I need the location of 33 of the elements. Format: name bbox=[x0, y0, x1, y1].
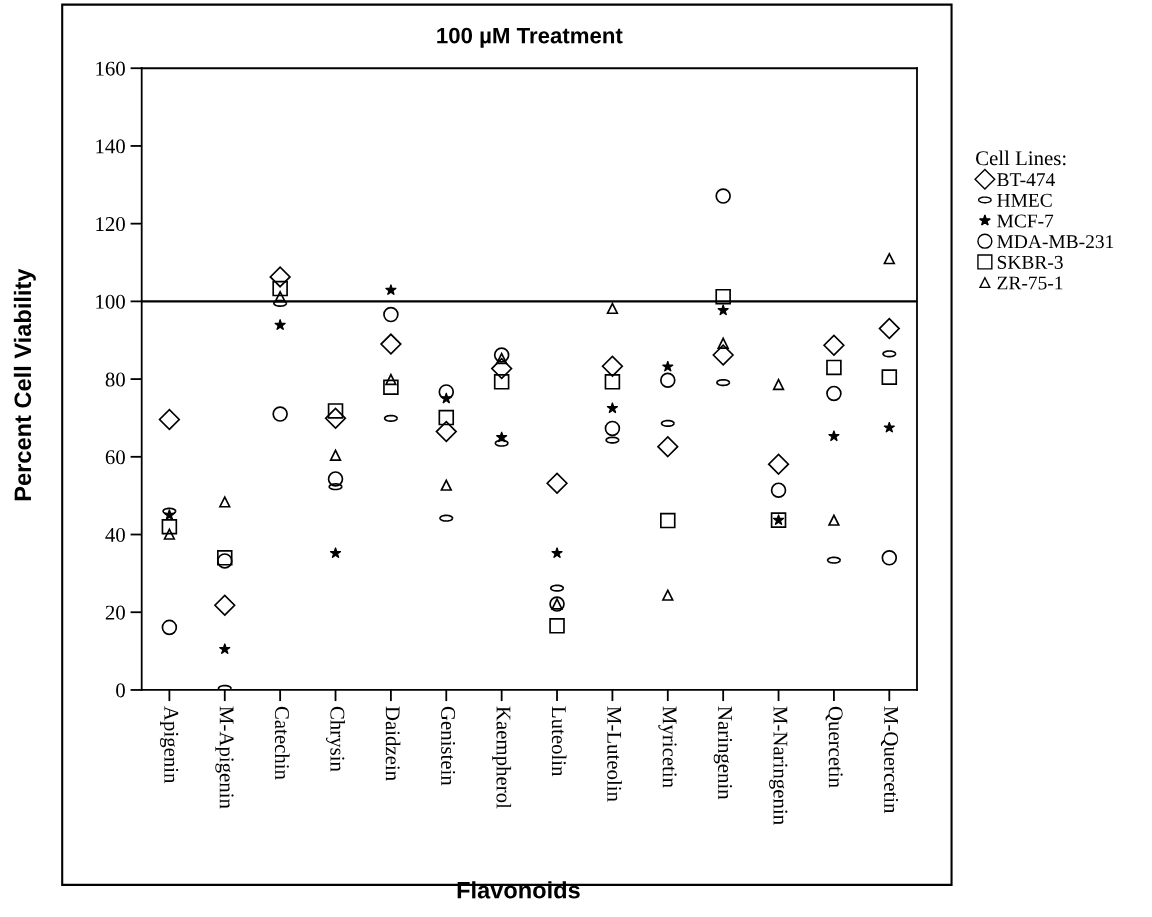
legend-label: BT-474 bbox=[997, 173, 1055, 187]
x-tick-label: Naringenin bbox=[713, 706, 733, 800]
chart-title: 100 µM Treatment bbox=[437, 27, 623, 48]
y-tick-label: 100 bbox=[96, 294, 125, 309]
y-tick-label: 0 bbox=[116, 683, 125, 698]
x-axis-title: Flavonoids bbox=[457, 881, 580, 899]
y-tick-label: 80 bbox=[105, 372, 125, 387]
y-axis-title: Percent Cell Viability bbox=[13, 268, 36, 501]
y-tick-label: 140 bbox=[96, 139, 125, 154]
y-tick-label: 120 bbox=[96, 217, 125, 232]
x-tick-label: M-Apigenin bbox=[215, 706, 234, 809]
x-tick-label: M-Luteolin bbox=[607, 706, 622, 802]
x-tick-label: Kaempherol bbox=[492, 706, 512, 809]
x-tick-label: Chrysin bbox=[326, 706, 345, 772]
legend-label: MCF-7 bbox=[997, 214, 1054, 228]
x-tick-label: Myricetin bbox=[658, 706, 677, 788]
legend-label: SKBR-3 bbox=[997, 255, 1063, 269]
x-tick-label: Luteolin bbox=[551, 706, 567, 777]
y-tick-label: 40 bbox=[105, 527, 125, 542]
x-tick-label: Apigenin bbox=[159, 706, 179, 784]
x-tick-label: M-Quercetin bbox=[880, 706, 899, 814]
legend-label: HMEC bbox=[997, 193, 1052, 207]
x-tick-label: Genistein bbox=[441, 706, 456, 786]
legend-label: ZR-75-1 bbox=[997, 276, 1063, 290]
x-tick-label: Daidzein bbox=[385, 706, 401, 781]
x-tick-label: M-Naringenin bbox=[769, 706, 788, 825]
y-tick-label: 20 bbox=[105, 605, 125, 620]
y-tick-label: 60 bbox=[105, 450, 125, 465]
y-tick-label: 160 bbox=[96, 61, 125, 76]
x-tick-label: Catechin bbox=[274, 706, 290, 780]
legend-label: MDA-MB-231 bbox=[997, 235, 1114, 249]
legend-title: Cell Lines: bbox=[976, 150, 1066, 166]
x-tick-label: Quercetin bbox=[825, 706, 843, 788]
